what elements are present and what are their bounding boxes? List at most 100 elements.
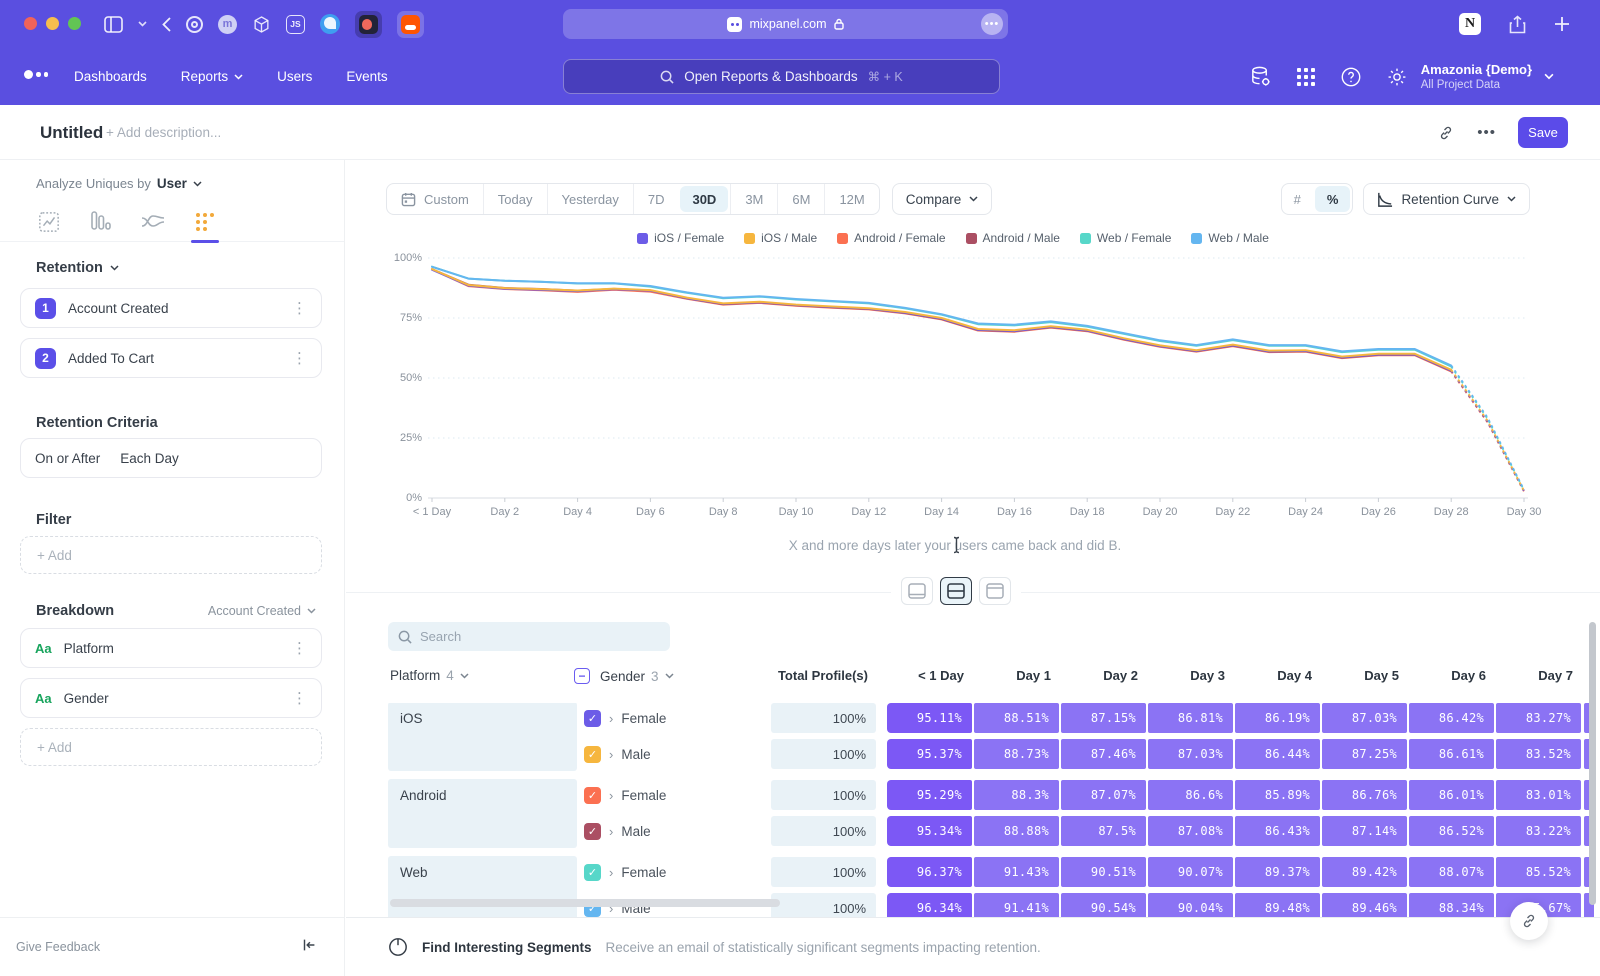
- criteria-interval[interactable]: Each Day: [120, 451, 179, 466]
- tab-cube-icon[interactable]: [252, 15, 271, 34]
- retention-value-cell[interactable]: 86.81%: [1148, 703, 1233, 733]
- platform-cell[interactable]: Android: [388, 779, 577, 848]
- column-header-day4[interactable]: Day 3: [1148, 668, 1233, 683]
- retention-value-cell[interactable]: 86.42%: [1409, 703, 1494, 733]
- series-checkbox[interactable]: ✓: [584, 864, 601, 881]
- retention-value-cell[interactable]: 87.03%: [1148, 739, 1233, 769]
- project-switcher[interactable]: Amazonia {Demo} All Project Data: [1421, 48, 1554, 105]
- retention-criteria-card[interactable]: On or After Each Day: [20, 438, 322, 478]
- compare-button[interactable]: Compare: [892, 183, 993, 215]
- expand-chevron-icon[interactable]: ›: [609, 711, 613, 726]
- analyze-value-dropdown[interactable]: User: [157, 176, 187, 191]
- expand-chevron-icon[interactable]: ›: [609, 865, 613, 880]
- add-description[interactable]: + Add description...: [106, 125, 221, 140]
- retention-value-cell[interactable]: 87.5%: [1061, 816, 1146, 846]
- retention-value-cell[interactable]: 90.04%: [1148, 893, 1233, 917]
- retention-section-header[interactable]: Retention: [36, 260, 119, 276]
- retention-value-cell[interactable]: 87.14%: [1322, 816, 1407, 846]
- chart-type-dropdown[interactable]: Retention Curve: [1363, 183, 1530, 215]
- expand-chevron-icon[interactable]: ›: [609, 824, 613, 839]
- global-search[interactable]: Open Reports & Dashboards ⌘ + K: [563, 59, 1000, 94]
- minimize-window-button[interactable]: [46, 17, 59, 30]
- retention-value-cell[interactable]: 85.89%: [1235, 780, 1320, 810]
- retention-value-cell[interactable]: 86.01%: [1409, 780, 1494, 810]
- range-7d[interactable]: 7D: [633, 184, 679, 214]
- column-header-total[interactable]: Total Profile(s): [771, 668, 876, 683]
- share-link-fab[interactable]: [1510, 902, 1548, 940]
- retention-value-cell[interactable]: 88.88%: [974, 816, 1059, 846]
- chevron-down-icon[interactable]: [138, 21, 147, 27]
- legend-item[interactable]: iOS / Male: [744, 231, 817, 245]
- back-icon[interactable]: [162, 17, 171, 32]
- kebab-menu-icon[interactable]: ⋮: [292, 299, 307, 317]
- funnels-report-icon[interactable]: [88, 209, 114, 235]
- new-tab-icon[interactable]: [1554, 16, 1570, 32]
- retention-value-cell[interactable]: 89.46%: [1322, 893, 1407, 917]
- range-custom[interactable]: Custom: [387, 184, 483, 214]
- legend-item[interactable]: Android / Female: [837, 231, 945, 245]
- page-title[interactable]: Untitled: [40, 123, 103, 143]
- mixpanel-logo[interactable]: [24, 70, 48, 79]
- series-checkbox[interactable]: ✓: [584, 746, 601, 763]
- legend-item[interactable]: Android / Male: [966, 231, 1060, 245]
- collapse-sidebar-icon[interactable]: [300, 936, 318, 954]
- retention-value-cell[interactable]: 83.52%: [1496, 739, 1581, 769]
- apps-grid-icon[interactable]: [1296, 67, 1316, 87]
- flows-report-icon[interactable]: [140, 209, 166, 235]
- retention-value-cell[interactable]: 95.34%: [887, 816, 972, 846]
- platform-cell[interactable]: iOS: [388, 703, 577, 771]
- retention-value-cell[interactable]: 86.19%: [1235, 703, 1320, 733]
- maximize-window-button[interactable]: [68, 17, 81, 30]
- retention-report-icon[interactable]: [192, 209, 218, 235]
- tab-js-icon[interactable]: JS: [286, 15, 305, 34]
- nav-users[interactable]: Users: [277, 69, 312, 84]
- column-header-day5[interactable]: Day 4: [1235, 668, 1320, 683]
- table-search-input[interactable]: Search: [388, 622, 670, 651]
- retention-value-cell[interactable]: 86.76%: [1322, 780, 1407, 810]
- notion-extension-icon[interactable]: N: [1459, 13, 1481, 35]
- column-header-day7[interactable]: Day 6: [1409, 668, 1494, 683]
- column-header-day2[interactable]: Day 1: [974, 668, 1059, 683]
- tab-browser-icon[interactable]: [320, 14, 340, 34]
- retention-value-cell[interactable]: 90.54%: [1061, 893, 1146, 917]
- retention-value-cell[interactable]: 95.37%: [887, 739, 972, 769]
- tab-soundcloud-icon[interactable]: [397, 11, 424, 38]
- retention-value-cell[interactable]: 87.15%: [1061, 703, 1146, 733]
- column-header-day1[interactable]: < 1 Day: [887, 668, 972, 683]
- kebab-menu-icon[interactable]: ⋮: [292, 639, 307, 657]
- retention-value-cell[interactable]: 87.03%: [1322, 703, 1407, 733]
- url-bar[interactable]: mixpanel.com •••: [563, 9, 1008, 39]
- legend-item[interactable]: Web / Female: [1080, 231, 1171, 245]
- column-header-day8[interactable]: Day 7: [1496, 668, 1581, 683]
- vertical-scrollbar-thumb[interactable]: [1589, 622, 1596, 905]
- chart-plot[interactable]: [428, 252, 1528, 512]
- nav-dashboards[interactable]: Dashboards: [74, 69, 147, 84]
- retention-value-cell[interactable]: 88.07%: [1409, 857, 1494, 887]
- expand-chevron-icon[interactable]: ›: [609, 747, 613, 762]
- retention-step-a[interactable]: 1 Account Created ⋮: [20, 288, 322, 328]
- filter-add-button[interactable]: + Add: [20, 536, 322, 574]
- close-window-button[interactable]: [24, 17, 37, 30]
- retention-value-cell[interactable]: 88.34%: [1409, 893, 1494, 917]
- retention-value-cell[interactable]: 86.52%: [1409, 816, 1494, 846]
- retention-value-cell[interactable]: 87.25%: [1322, 739, 1407, 769]
- settings-gear-icon[interactable]: [1386, 66, 1408, 88]
- column-header-day6[interactable]: Day 5: [1322, 668, 1407, 683]
- breakdown-gender[interactable]: Aa Gender ⋮: [20, 678, 322, 718]
- legend-item[interactable]: iOS / Female: [637, 231, 724, 245]
- retention-value-cell[interactable]: 87.46%: [1061, 739, 1146, 769]
- retention-value-cell[interactable]: 90.07%: [1148, 857, 1233, 887]
- more-options-button[interactable]: •••: [1477, 124, 1496, 141]
- range-yesterday[interactable]: Yesterday: [547, 184, 633, 214]
- absolute-values-toggle[interactable]: #: [1282, 184, 1313, 214]
- range-today[interactable]: Today: [483, 184, 547, 214]
- criteria-mode[interactable]: On or After: [35, 451, 100, 466]
- retention-step-b[interactable]: 2 Added To Cart ⋮: [20, 338, 322, 378]
- retention-value-cell[interactable]: 96.34%: [887, 893, 972, 917]
- retention-value-cell[interactable]: 96.37%: [887, 857, 972, 887]
- retention-value-cell[interactable]: 83.27%: [1496, 703, 1581, 733]
- retention-value-cell[interactable]: 89.42%: [1322, 857, 1407, 887]
- breakdown-platform[interactable]: Aa Platform ⋮: [20, 628, 322, 668]
- nav-events[interactable]: Events: [346, 69, 387, 84]
- retention-value-cell[interactable]: 86.44%: [1235, 739, 1320, 769]
